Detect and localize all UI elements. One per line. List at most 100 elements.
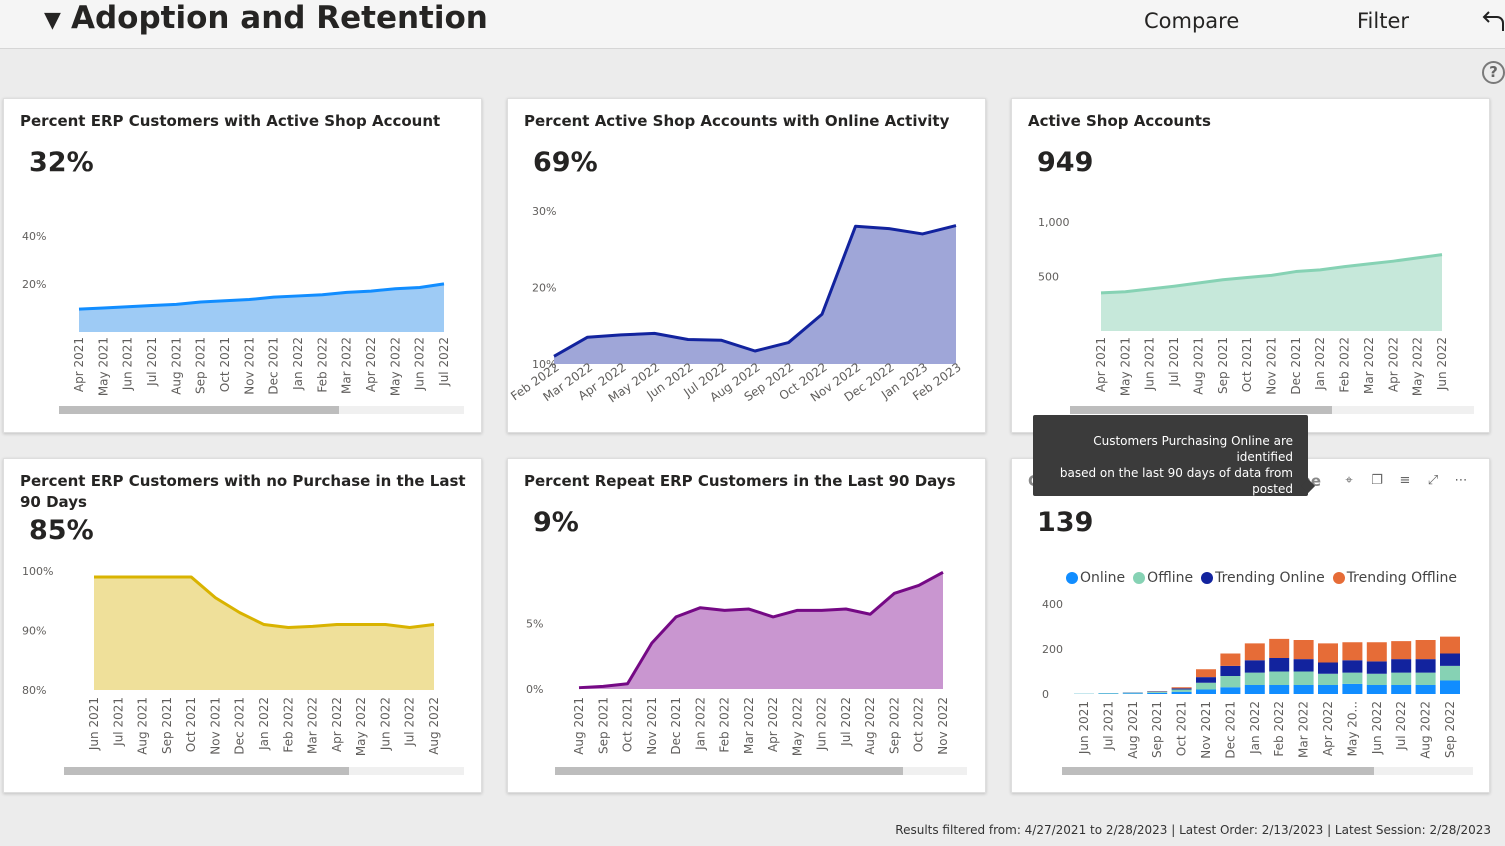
x-tick-label: Jun 2021 [1077,701,1091,755]
legend-item-online[interactable]: Online [1066,570,1125,586]
bar-segment [1342,672,1363,684]
card-active-shop-account[interactable]: Percent ERP Customers with Active Shop A… [3,98,482,433]
x-tick-label: Oct 2021 [1240,337,1254,392]
x-tick-label: Apr 2022 [1386,337,1400,392]
chart-scrollbar[interactable] [64,767,464,775]
x-tick-label: Dec 2021 [233,697,247,755]
x-tick-label: Dec 2021 [267,337,281,395]
y-tick-label: 20% [532,282,556,295]
kpi-value: 32% [29,147,94,178]
area-chart: 20% 40% Apr 2021 May 2021 Jun 2021 Jul 2021 Au… [22,230,451,396]
legend-item-trending-offline[interactable]: Trending Offline [1332,570,1457,586]
x-tick-label: Sep 2021 [160,697,174,754]
focus-mode-icon[interactable]: ⤢ [1427,473,1439,488]
bar-segment [1415,672,1436,685]
legend-item-offline[interactable]: Offline [1133,570,1193,586]
card-repeat-customers[interactable]: Percent Repeat ERP Customers in the Last… [507,458,986,793]
area-fill [94,576,434,690]
x-tick-label: Dec 2021 [1289,337,1303,395]
x-tick-label: Jun 2022 [413,337,427,391]
x-tick-label: May 2021 [1118,337,1132,396]
x-tick-label: Aug 2021 [572,697,586,755]
x-tick-label: Oct 2022 [912,697,926,752]
x-tick-label: Aug 2022 [863,697,877,755]
chart-scrollbar[interactable] [1070,406,1474,414]
bar-segment [1293,685,1314,694]
filter-button[interactable]: Filter [1357,9,1410,33]
x-tick-label: May 2022 [388,337,402,396]
x-tick-label: Jan 2022 [1313,337,1327,391]
bar-segment [1293,671,1314,685]
x-tick-label: Apr 2022 [766,697,780,752]
bar-segment [1318,662,1338,674]
x-tick-label: Nov 2021 [645,697,659,755]
x-tick-label: Apr 2022 [330,697,344,752]
x-tick-label: Jun 2021 [1143,337,1157,391]
x-tick-label: Nov 2021 [1265,337,1279,395]
x-tick-label: May 2021 [96,337,110,396]
x-tick-label: Sep 2021 [1216,337,1230,394]
scrollbar-thumb[interactable] [64,767,349,775]
page-header: ▼ Adoption and Retention Compare Filter [0,0,1505,49]
bar-segment [1269,658,1290,672]
x-tick-label: Sep 2022 [887,697,901,754]
chart-scrollbar[interactable] [59,406,464,414]
series-line [578,570,944,690]
collapse-caret-icon[interactable]: ▼ [44,8,61,33]
chart-scrollbar[interactable] [555,767,967,775]
pin-icon[interactable]: ⌖ [1345,473,1353,488]
x-tick-label: Jun 2021 [87,697,101,751]
bar-segment [1196,669,1216,678]
x-tick-label: Nov 2022 [936,697,950,755]
x-tick-label: Jan 2022 [257,697,271,751]
legend-dot [1066,572,1078,584]
x-tick-label: Feb 2022 [281,697,295,753]
bar-segment [1391,659,1412,673]
undo-icon[interactable] [1482,8,1505,34]
x-tick-label: Aug 2021 [1126,701,1140,759]
bar-segment [1415,685,1436,694]
series-line [553,224,957,358]
bar-segment [1244,660,1265,673]
bar-segment [1244,643,1265,661]
x-tick-label: Sep 2021 [1150,701,1164,758]
y-tick-label: 500 [1038,270,1059,283]
bar-segment [1440,653,1460,666]
card-only-online[interactable]: Customers Purchasing Only Online 139 020… [1011,458,1490,793]
bar-segment [1269,638,1290,658]
bar-segment [1342,683,1363,694]
y-tick-label: 0% [526,683,543,696]
legend-item-trending-online[interactable]: Trending Online [1201,570,1325,586]
filter-status-footer: Results filtered from: 4/27/2021 to 2/28… [895,823,1491,837]
compare-button[interactable]: Compare [1144,9,1240,33]
card-active-shop-accounts[interactable]: Active Shop Accounts 949 500 1,000 Apr 202… [1011,98,1490,433]
x-tick-label: Jul 2022 [839,697,853,747]
x-tick-label: Jul 2021 [1167,337,1181,387]
filter-icon[interactable]: ≡ [1399,473,1411,488]
bar-segment [1440,636,1460,654]
scrollbar-thumb[interactable] [1062,767,1374,775]
copy-icon[interactable]: ❐ [1371,473,1383,488]
x-tick-label: Apr 2021 [1094,337,1108,392]
chart-legend: Online Offline Trending Online Trending … [1066,570,1457,586]
y-tick-label: 1,000 [1038,216,1070,229]
page-title: Adoption and Retention [71,0,488,36]
bar-segment [1244,685,1265,694]
x-tick-label: Jan 2022 [291,337,305,391]
legend-dot [1133,572,1146,584]
x-tick-label: Aug 2021 [136,697,150,755]
scrollbar-thumb[interactable] [555,767,903,775]
card-online-activity[interactable]: Percent Active Shop Accounts with Online… [507,98,986,433]
scrollbar-thumb[interactable] [59,406,339,414]
scrollbar-thumb[interactable] [1070,406,1332,414]
bar-segment [1171,688,1192,690]
bar-segment [1293,659,1314,672]
y-tick-label: 100% [22,565,53,578]
bar-segment [1342,660,1363,673]
chart-scrollbar[interactable] [1062,767,1473,775]
more-options-icon[interactable]: ⋯ [1454,473,1468,488]
bar-segment [1293,640,1314,660]
card-no-purchase-90-days[interactable]: Percent ERP Customers with no Purchase i… [3,458,482,793]
help-icon[interactable]: ? [1482,61,1505,84]
